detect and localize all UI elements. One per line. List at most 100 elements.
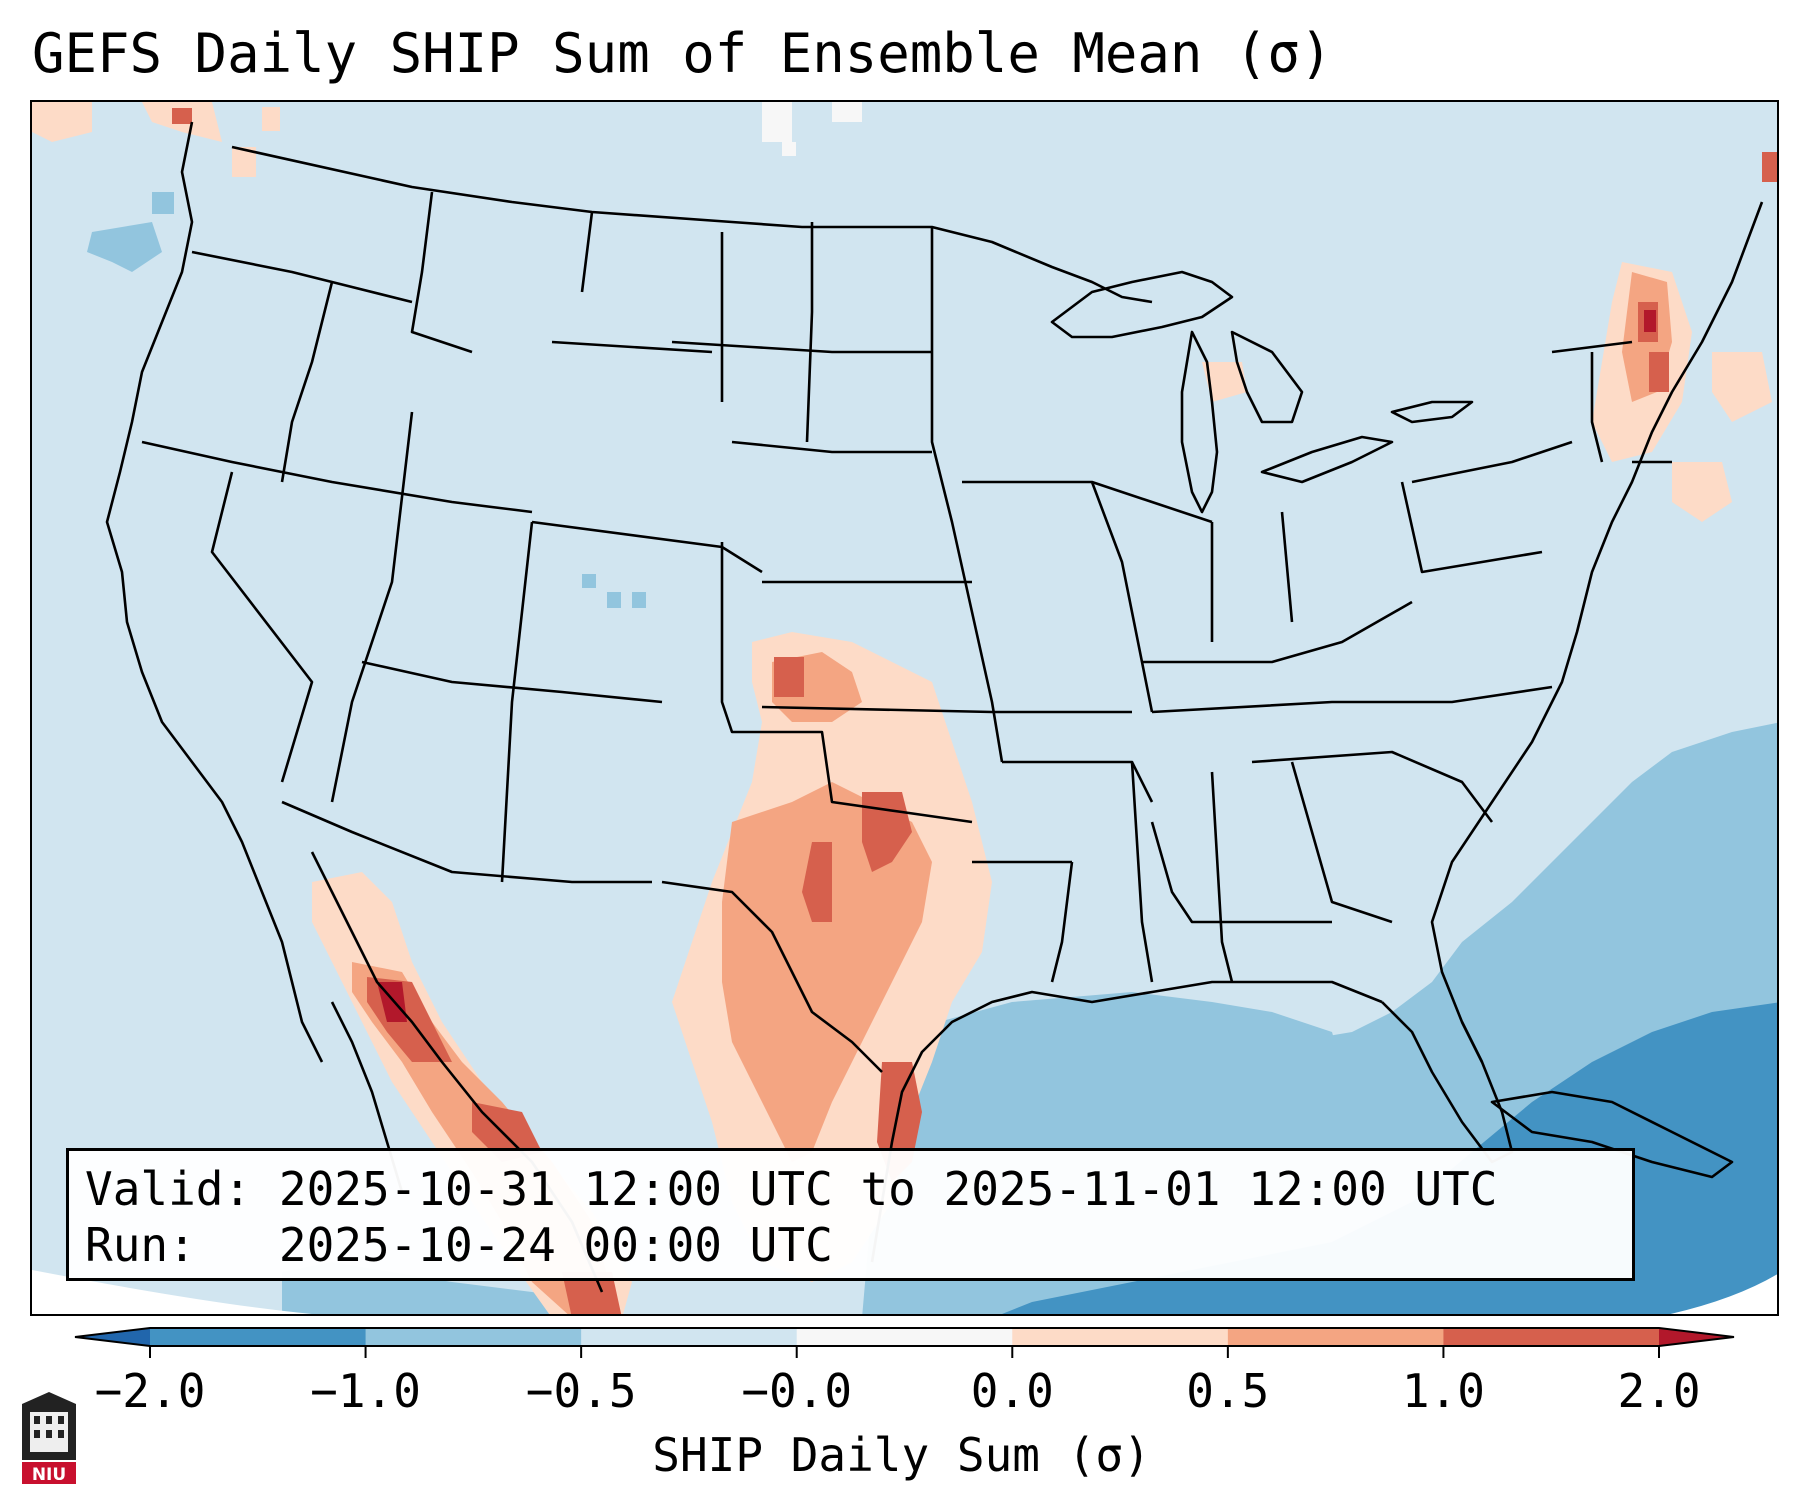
state-line-33 [1150,821,1332,924]
maine-strong-positive [1649,352,1669,392]
state-line-22 [1090,481,1154,713]
michigan-positive-patch [1202,362,1247,402]
valid-value: 2025-10-31 12:00 UTC to 2025-11-01 12:00… [278,1162,1498,1216]
valid-label: Valid: [85,1162,252,1216]
state-line-19 [761,705,1132,714]
run-value: 2025-10-24 00:00 UTC [278,1218,833,1272]
mexico-south-strong-positive [472,1102,542,1162]
run-row: Run: 2025-10-24 00:00 UTC [85,1217,1616,1273]
colorbar-segment-3 [796,1328,1013,1346]
canada-near-zero-patch-3 [782,142,796,156]
northeast-very-strong-positive [1644,310,1656,332]
colorbar-tick-label-0: −2.0 [94,1364,206,1418]
colorbar-over-extension [1659,1328,1734,1346]
state-line-7 [500,521,534,883]
valid-row: Valid: 2025-10-31 12:00 UTC to 2025-11-0… [85,1161,1616,1217]
state-line-24 [1142,600,1413,664]
colorbar-tick-label-5: 0.5 [1186,1364,1270,1418]
colorbar-under-extension [75,1328,150,1346]
colorbar-segment-4 [1012,1328,1229,1346]
gulf-coastline [870,980,1383,1263]
run-label: Run: [85,1218,196,1272]
colorado-negative-patch [582,574,596,588]
colorbar-graphic [74,1327,1735,1358]
colorbar-tick-label-7: 2.0 [1617,1364,1701,1418]
colorado-negative-patch-2 [607,592,621,608]
colorbar-tick-label-2: −0.5 [525,1364,637,1418]
state-line-28 [1400,481,1543,574]
colorbar-segment-2 [581,1328,798,1346]
cape-cod-positive-patch [1672,462,1732,522]
west-coastline [105,121,324,1063]
state-line-11 [580,211,594,293]
state-line-37 [1551,340,1633,354]
colorbar-tick-label-1: −1.0 [310,1364,421,1418]
state-line-15 [720,542,973,824]
canada-us-border [231,145,1153,304]
state-line-3 [280,281,334,483]
colorbar-tick-label-3: −0.0 [741,1364,853,1418]
state-line-16 [805,222,814,443]
state-line-21 [962,480,1213,524]
state-line-10 [731,440,932,454]
texas-border [661,880,883,1073]
state-line-20 [1002,760,1154,803]
state-line-17 [930,227,1004,763]
projection-edge-right [1670,1274,1777,1314]
east-coastline [1430,201,1764,1063]
cuba-outline [1490,1090,1734,1179]
colorbar-segment-6 [1443,1328,1660,1346]
map-boundaries [105,121,1764,1293]
pacific-negative-patch-2 [152,192,174,214]
colorbar-tick-label-4: 0.0 [970,1364,1054,1418]
niu-logo-icon: NIU [22,1392,76,1485]
canada-near-zero-patch-2 [832,102,862,122]
colorado-negative-patch-3 [632,592,646,608]
pacific-northwest-positive [32,102,92,142]
colorbar-segment-0 [150,1328,367,1346]
kansas-strong-positive [774,657,804,697]
vancouver-positive-3 [262,107,280,131]
colorbar-segment-5 [1227,1328,1444,1346]
colorbar: −2.0 −1.0 −0.5 −0.0 0.0 0.5 1.0 2.0 SHIP Daily … [0,1316,1803,1506]
great-lakes-ontario [1390,400,1474,424]
validity-info-box: Valid: 2025-10-31 12:00 UTC to 2025-11-0… [66,1148,1635,1281]
new-england-positive-patch [1712,352,1772,422]
canada-near-zero-patch [762,102,792,142]
state-line-27 [1411,440,1573,484]
canada-east-strong-positive [1762,152,1777,182]
state-line-4 [210,471,314,783]
state-line-14 [531,520,763,574]
logo-text: NIU [32,1465,66,1485]
state-line-2 [191,250,413,304]
mexico-far-south-strong-positive [562,1272,622,1314]
colorbar-tick-label-6: 1.0 [1401,1364,1485,1418]
great-lakes-erie [1260,435,1394,484]
state-line-1 [141,440,533,514]
state-line-36 [1590,352,1604,463]
state-line-12 [410,191,473,354]
colorbar-segment-1 [365,1328,582,1346]
state-line-6 [361,660,663,704]
chart-title: GEFS Daily SHIP Sum of Ensemble Mean (σ) [32,22,1333,85]
state-line-5 [330,411,414,803]
projection-edge [32,1270,313,1314]
state-line-31 [1290,761,1393,924]
colorbar-label: SHIP Daily Sum (σ) [652,1428,1151,1482]
mexico-border [281,800,652,884]
state-line-13 [551,340,713,354]
state-line-23 [1151,685,1553,714]
great-lakes-superior [1050,270,1234,339]
state-line-34 [1050,861,1074,983]
state-line-26 [1280,511,1294,623]
texas-strong-positive [802,842,832,922]
great-lakes-michigan [1180,330,1219,514]
map-panel[interactable] [30,100,1779,1316]
pacific-negative-patch [87,222,162,272]
state-line-29 [1130,761,1154,983]
great-lakes-huron [1230,330,1304,424]
texas-positive-core [722,782,932,1162]
state-line-9 [671,340,932,354]
state-line-30 [1210,771,1234,983]
map-canvas[interactable] [32,102,1779,1316]
